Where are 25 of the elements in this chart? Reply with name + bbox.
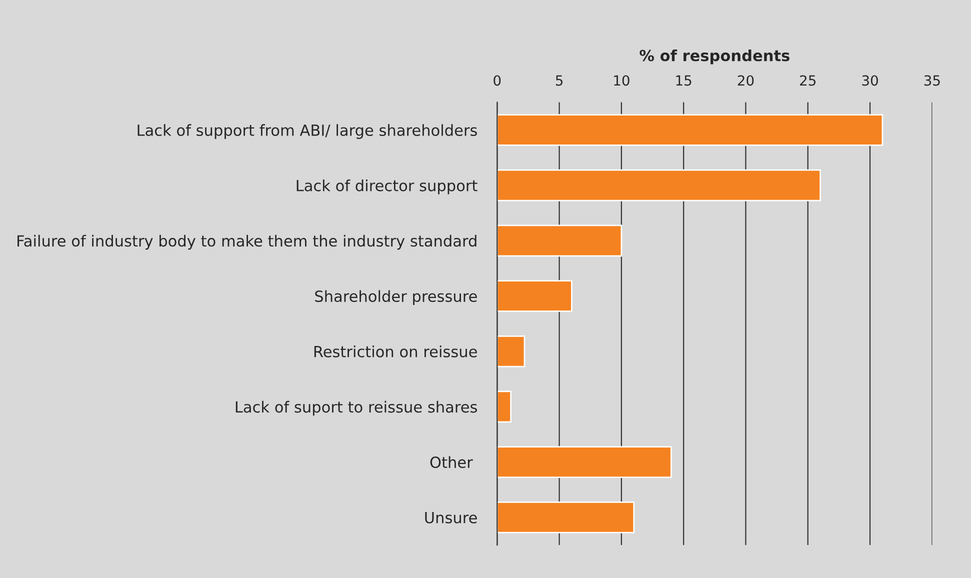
y-tick-label: Lack of support from ABI/ large shareholders	[138, 124, 477, 139]
x-tick-label: 0	[494, 75, 501, 86]
bar	[497, 280, 572, 312]
y-tick-label: Shareholder pressure	[315, 290, 477, 305]
x-tick-label: 15	[676, 75, 692, 86]
bar	[497, 114, 884, 146]
x-tick-label: 5	[556, 75, 562, 86]
bar	[497, 501, 635, 534]
bar	[497, 335, 526, 368]
x-tick-label: 25	[800, 75, 816, 86]
x-tick-label: 10	[614, 75, 630, 86]
y-tick-label: Other	[430, 456, 473, 468]
bar	[497, 169, 821, 202]
bar	[497, 224, 622, 257]
bar	[497, 390, 512, 423]
y-tick-label: Failure of industry body to make them the industry standard	[18, 234, 476, 250]
y-tick-label: Lack of suport to reissue shares	[236, 400, 477, 416]
y-tick-label: Unsure	[425, 512, 477, 524]
y-tick-label: Lack of director support	[296, 180, 478, 194]
x-tick-label: 35	[924, 75, 940, 86]
y-tick-label: Restriction on reissue	[314, 346, 477, 358]
x-axis-title: % of respondents	[640, 49, 790, 64]
bar	[497, 446, 672, 478]
x-tick-label: 20	[738, 75, 754, 86]
x-tick-label: 30	[862, 75, 878, 86]
